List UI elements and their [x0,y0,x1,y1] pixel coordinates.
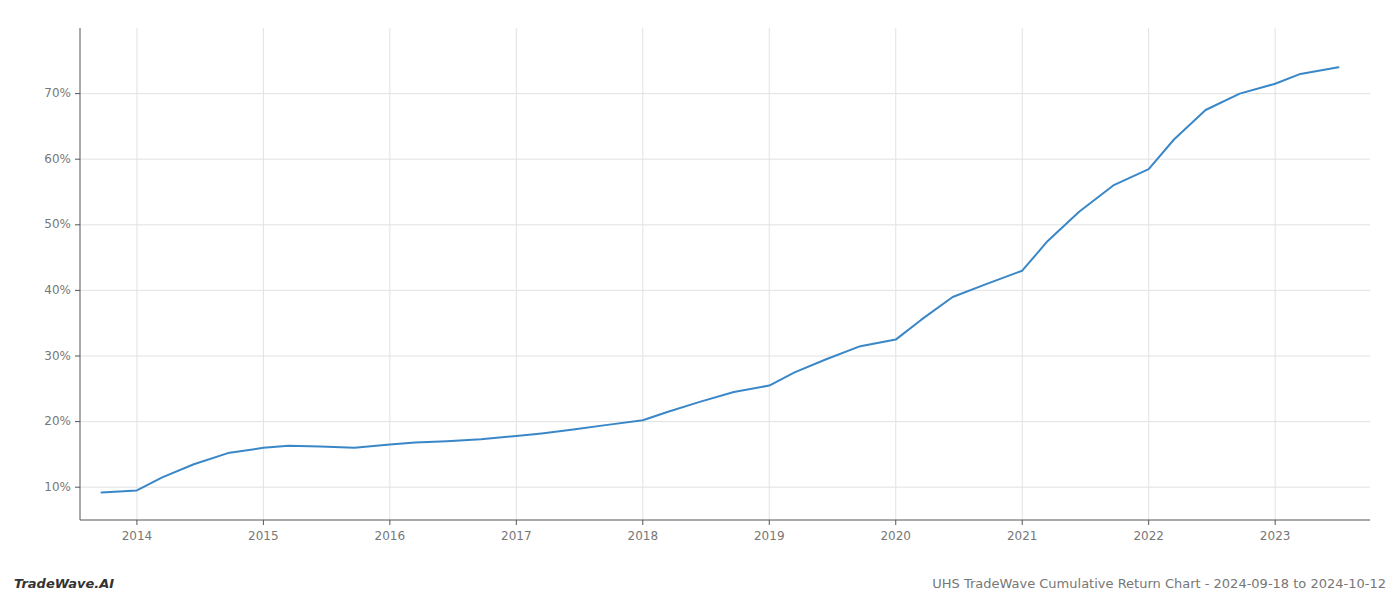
y-tick [75,356,80,357]
y-tick [75,93,80,94]
footer-right: UHS TradeWave Cumulative Return Chart - … [932,576,1386,591]
grid-line-x [389,28,390,520]
x-tick-label: 2014 [122,529,153,543]
x-axis-line [80,520,1370,521]
x-tick [769,520,770,525]
grid-line-x [516,28,517,520]
y-tick-label: 50% [44,217,71,231]
grid-line-x [136,28,137,520]
grid-line-y [80,224,1370,225]
x-tick [1148,520,1149,525]
y-tick [75,421,80,422]
y-tick [75,487,80,488]
plot-data [102,67,1339,492]
x-tick [1022,520,1023,525]
footer: TradeWave.AI UHS TradeWave Cumulative Ret… [14,576,1386,591]
y-tick-label: 60% [44,152,71,166]
chart-svg: 10% 20% 30% 40% 50% 60% 70% 2014 2015 2016 2017 201… [0,0,1400,600]
x-tick-label: 2021 [1007,529,1038,543]
y-tick-label: 40% [44,283,71,297]
axes: 10% 20% 30% 40% 50% 60% 70% 2014 2015 2016 2017 201… [44,28,1370,543]
grid-line-y [80,421,1370,422]
x-tick-label: 2020 [880,529,911,543]
y-tick [75,159,80,160]
x-tick-label: 2016 [375,529,406,543]
grid-line-x [1022,28,1023,520]
x-tick-label: 2018 [628,529,659,543]
x-tick-label: 2019 [754,529,785,543]
footer-left: TradeWave.AI [14,576,114,591]
grid-line-x [642,28,643,520]
y-tick [75,224,80,225]
y-tick-label: 30% [44,349,71,363]
y-tick-label: 20% [44,414,71,428]
grid-line-y [80,159,1370,160]
x-tick-label: 2015 [248,529,279,543]
y-axis-line [80,28,81,520]
y-tick-label: 10% [44,480,71,494]
x-tick [1275,520,1276,525]
grid-line-x [1148,28,1149,520]
x-tick-label: 2017 [501,529,532,543]
grid-line-x [263,28,264,520]
y-tick [75,290,80,291]
x-tick [389,520,390,525]
x-tick-label: 2022 [1133,529,1164,543]
y-tick-label: 70% [44,86,71,100]
x-tick-label: 2023 [1260,529,1291,543]
chart-container: 10% 20% 30% 40% 50% 60% 70% 2014 2015 2016 2017 201… [0,0,1400,600]
x-tick [136,520,137,525]
grid-line-y [80,487,1370,488]
grid-line-x [769,28,770,520]
grid-line-y [80,290,1370,291]
x-tick [263,520,264,525]
x-tick [516,520,517,525]
grid-line-x [1275,28,1276,520]
x-tick [895,520,896,525]
grid [80,28,1370,520]
return-line [102,67,1339,492]
grid-line-y [80,356,1370,357]
grid-line-x [895,28,896,520]
grid-line-y [80,93,1370,94]
x-tick [642,520,643,525]
